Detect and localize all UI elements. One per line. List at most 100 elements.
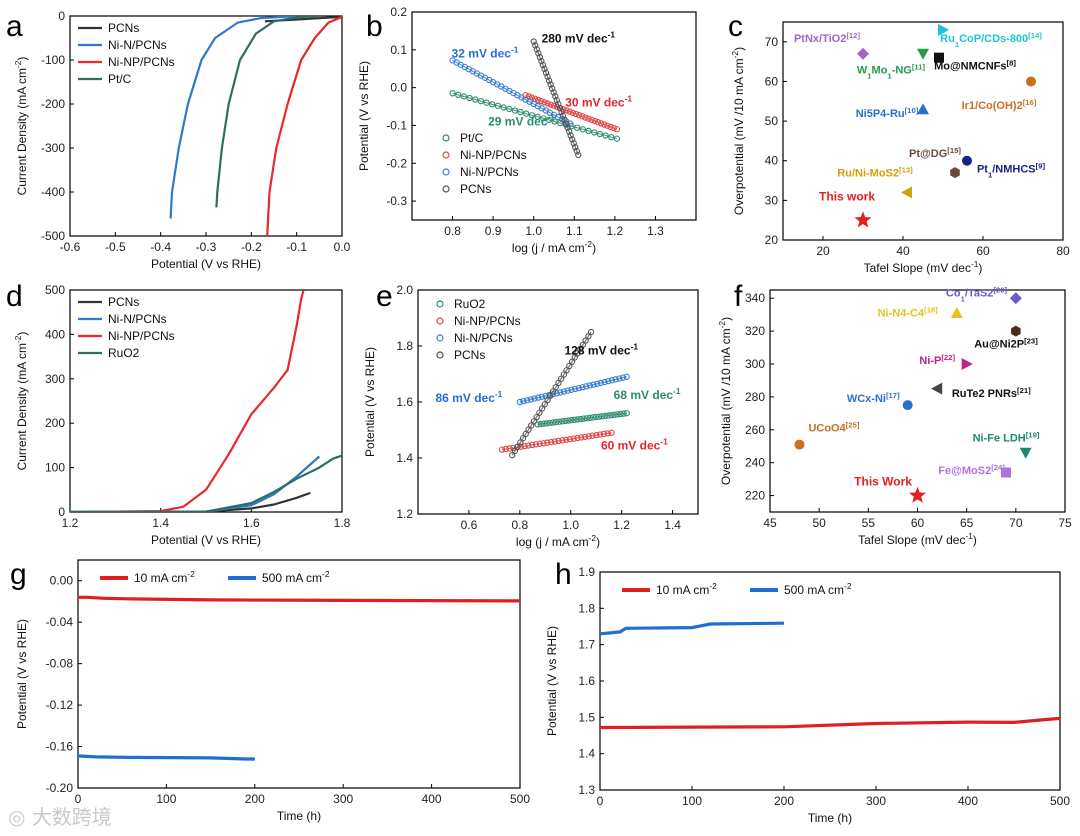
data-point [602, 132, 609, 139]
data-point [514, 443, 521, 450]
data-point [538, 57, 545, 65]
series-line-2 [266, 16, 342, 236]
data-point [585, 333, 592, 340]
data-point [528, 422, 535, 429]
series-1 [498, 429, 615, 453]
legend-label-2: Ni-NP/PCNs [108, 55, 175, 69]
point-label-1: Ni-N4-C4[18] [878, 305, 939, 320]
y-tick-label: 70 [765, 35, 779, 49]
data-point [574, 124, 581, 131]
data-point [538, 405, 546, 412]
panel-c: 20 40 60 80 20 30 40 50 60 70 Tafel Slope (mV dec-… [730, 21, 1070, 275]
data-point [542, 69, 550, 76]
data-point [569, 109, 576, 116]
x-tick-label: 55 [862, 516, 876, 530]
data-point [572, 143, 579, 151]
x-tick-label: 200 [245, 792, 265, 806]
x-tick-label: -0.3 [196, 240, 217, 254]
data-point [534, 113, 541, 120]
fit-line [519, 376, 627, 403]
data-point [613, 126, 621, 133]
series-line-0 [600, 716, 1060, 730]
y-tick-label: 0.0 [390, 81, 407, 95]
point-label-9: This Work [854, 475, 912, 489]
slope-annotation-1: 280 mV dec-1 [542, 29, 616, 45]
panel-h: 0 100 200 300 400 500 1.3 1.4 1.5 1.6 1.7 1.8 1.9 Tim… [545, 565, 1070, 825]
data-point [573, 147, 580, 155]
fit-line [511, 331, 592, 456]
data-point [559, 112, 567, 119]
y-tick-label: 260 [745, 423, 765, 437]
data-point [558, 375, 565, 382]
data-point [544, 396, 551, 404]
data-point [519, 435, 527, 442]
point-label-2: Au@Ni2P[23] [974, 336, 1038, 351]
plot-area [449, 38, 621, 159]
x-tick-label: 1.4 [152, 516, 169, 530]
data-point [604, 122, 611, 129]
watermark-logo-icon: ◎ [8, 805, 32, 829]
slope-annotation-2: 30 mV dec-1 [565, 94, 632, 110]
y-tick-label: 400 [45, 327, 65, 341]
x-tick-label: 0.9 [485, 224, 502, 238]
slope-annotation-3: 60 mV dec-1 [601, 437, 668, 453]
data-point [533, 413, 540, 421]
x-tick-label: -0.4 [150, 240, 171, 254]
legend-label-0: Pt/C [460, 131, 484, 145]
series-line-2 [70, 290, 305, 512]
series-3 [509, 328, 595, 459]
y-tick-label: -200 [41, 97, 65, 111]
series-2 [516, 373, 630, 406]
y-tick-label: -0.2 [386, 156, 407, 170]
y-tick-label: 200 [45, 416, 65, 430]
y-tick-label: 0.1 [390, 43, 407, 57]
x-tick-label: 1.0 [562, 518, 579, 532]
data-point [533, 46, 540, 53]
y-tick-label: 1.8 [396, 339, 413, 353]
y-axis-title: Current Density (mA cm-2) [13, 57, 29, 196]
data-point [530, 38, 537, 45]
x-tick-label: 1.2 [62, 516, 79, 530]
data-point [613, 135, 621, 142]
legend-label-0: PCNs [108, 295, 139, 309]
x-tick-label: -0.5 [105, 240, 126, 254]
data-point [460, 93, 468, 100]
marker-star [908, 486, 927, 503]
legend-label-0: RuO2 [454, 297, 486, 311]
x-tick-label: 500 [1050, 794, 1070, 808]
x-tick-label: 75 [1058, 516, 1072, 530]
point-label-2: W1Mo1-NG[11] [857, 62, 926, 80]
x-tick-label: 0.8 [511, 518, 528, 532]
fit-line [452, 59, 571, 125]
data-point [517, 108, 524, 116]
data-point [525, 426, 532, 433]
data-point [528, 112, 536, 119]
marker-hexagon [1011, 325, 1021, 337]
data-point [500, 104, 507, 111]
y-axis-title: Potential (V vs RHE) [15, 619, 29, 729]
y-axis-title: Current Density (mA cm-2) [13, 332, 29, 471]
y-tick-label: 100 [45, 461, 65, 475]
legend-label-1: Ni-NP/PCNs [454, 314, 521, 328]
marker-circle [902, 400, 913, 411]
x-tick-label: 300 [333, 792, 353, 806]
data-point [610, 124, 617, 132]
legend-label-1: Ni-N/PCNs [108, 312, 167, 326]
x-tick-label: 300 [866, 794, 886, 808]
legend-marker-3 [442, 185, 450, 193]
series-3 [530, 38, 582, 159]
y-tick-label: -0.3 [386, 194, 407, 208]
data-point [575, 112, 583, 119]
data-point [568, 358, 576, 365]
data-point [511, 447, 519, 455]
data-point [575, 151, 582, 159]
slope-annotation-2: 68 mV dec-1 [614, 386, 681, 402]
data-point [466, 94, 473, 102]
panel-letter-b: b [366, 10, 383, 43]
point-label-7: Ni-Fe LDH[19] [973, 430, 1040, 445]
y-tick-label: 1.4 [578, 747, 595, 761]
data-point [511, 107, 519, 114]
y-tick-label: 40 [765, 154, 779, 168]
fit-line [537, 412, 627, 425]
